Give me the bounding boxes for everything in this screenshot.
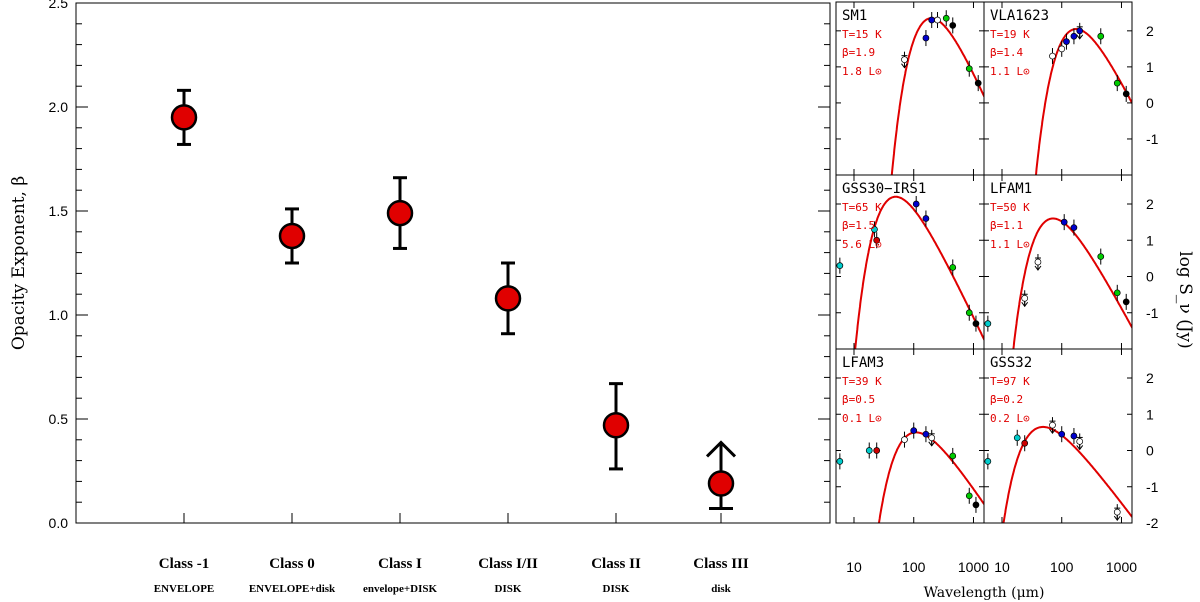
class-label: Class -1 [159,556,209,572]
main-plot-frame [75,2,831,524]
class-label: Class II [591,556,641,572]
y-tick-label: 1.5 [49,203,69,219]
beta-marker [386,199,414,227]
beta-marker [602,411,630,439]
beta-point [705,440,737,510]
y-tick-label: 2.0 [49,99,69,115]
class-sublabel: disk [711,583,731,595]
beta-marker [278,222,306,250]
y-tick-label: 0.5 [49,411,69,427]
y-tick-label: 0.0 [49,515,69,531]
beta-point [494,261,522,336]
class-label: Class I [378,556,422,572]
main-y-axis-label: Opacity Exponent, β [9,176,29,350]
beta-point [386,176,414,250]
class-labels: Class -1 ENVELOPE Class 0 ENVELOPE+disk Clas… [154,556,749,595]
class-label: Class I/II [478,556,538,572]
y-tick-label: 1.0 [49,307,69,323]
class-sublabel: DISK [495,583,522,595]
beta-point [602,382,630,471]
class-sublabel: ENVELOPE+disk [249,583,336,595]
beta-marker [170,104,198,131]
class-sublabel: envelope+DISK [363,583,438,595]
class-label: Class III [693,556,749,572]
y-tick-label: 2.5 [49,0,69,11]
class-sublabel: ENVELOPE [154,583,215,595]
beta-point [170,88,198,146]
class-label: Class 0 [269,556,314,572]
beta-marker [707,470,735,497]
beta-points [170,88,737,510]
beta-point [278,207,306,265]
beta-marker [494,285,522,312]
class-sublabel: DISK [603,583,630,595]
main-y-ticks: 0.0 0.5 1.0 1.5 2.0 2.5 [49,0,830,531]
lower-limit-arrow [705,440,737,458]
